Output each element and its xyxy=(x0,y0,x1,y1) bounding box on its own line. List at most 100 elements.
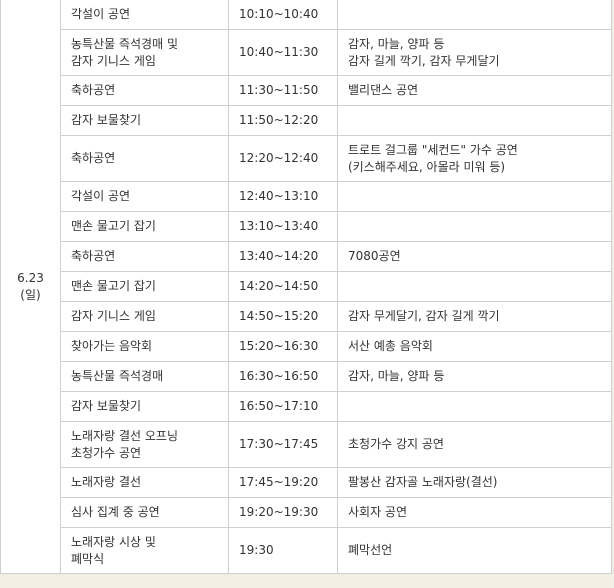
note-cell: 7080공연 xyxy=(337,241,612,272)
cell-line: 각설이 공연 xyxy=(71,189,131,203)
schedule-row: 6.23 (일) 각설이 공연 10:10~10:40 xyxy=(0,0,612,574)
note-cell xyxy=(337,271,612,302)
program-cell: 감자 보물찾기 xyxy=(60,105,229,136)
schedule-row: 축하공연 13:40~14:20 7080공연 xyxy=(1,241,612,272)
schedule-row: 감자 기니스 게임 14:50~15:20 감자 무게달기, 감자 길게 깍기 xyxy=(1,301,612,332)
program-cell: 축하공연 xyxy=(60,75,229,106)
note-cell xyxy=(337,181,612,212)
cell-line: 사회자 공연 xyxy=(348,505,408,519)
cell-line: 16:50~17:10 xyxy=(239,399,319,413)
program-cell: 감자 기니스 게임 xyxy=(60,301,229,332)
program-cell: 축하공연 xyxy=(60,241,229,272)
cell-line: 노래자랑 시상 및 xyxy=(71,534,156,549)
cell-line: 10:10~10:40 xyxy=(239,7,319,21)
program-cell: 농특산물 즉석경매 xyxy=(60,361,229,392)
cell-line: 12:40~13:10 xyxy=(239,189,319,203)
schedule-row: 축하공연 12:20~12:40 트로트 걸그룹 "세컨드" 가수 공연 (키스해주세… xyxy=(1,135,612,182)
cell-line: (일) xyxy=(20,287,41,302)
time-cell: 12:40~13:10 xyxy=(228,181,338,212)
cell-line: 심사 집계 중 공연 xyxy=(71,505,160,519)
program-cell: 노래자랑 결선 오프닝 초청가수 공연 xyxy=(60,421,229,468)
schedule-row: 맨손 물고기 잡기 14:20~14:50 xyxy=(1,271,612,302)
cell-line: 14:50~15:20 xyxy=(239,309,319,323)
time-cell: 14:50~15:20 xyxy=(228,301,338,332)
cell-line: 감자 무게달기, 감자 길게 깍기 xyxy=(348,309,500,323)
cell-line: 감자, 마늘, 양파 등 xyxy=(348,369,445,383)
cell-line: 서산 예총 음악회 xyxy=(348,339,433,353)
time-cell: 17:45~19:20 xyxy=(228,467,338,498)
note-cell: 감자, 마늘, 양파 등 xyxy=(337,361,612,392)
cell-line: 16:30~16:50 xyxy=(239,369,319,383)
program-cell: 각설이 공연 xyxy=(60,0,229,30)
schedule-row: 감자 보물찾기 16:50~17:10 xyxy=(1,391,612,422)
cell-line: 14:20~14:50 xyxy=(239,279,319,293)
time-cell: 15:20~16:30 xyxy=(228,331,338,362)
time-cell: 16:50~17:10 xyxy=(228,391,338,422)
schedule-row: 각설이 공연 12:40~13:10 xyxy=(1,181,612,212)
time-cell: 12:20~12:40 xyxy=(228,135,338,182)
note-cell: 감자, 마늘, 양파 등 감자 길게 깍기, 감자 무게달기 xyxy=(337,29,612,76)
cell-line: 각설이 공연 xyxy=(71,7,131,21)
schedule-row: 노래자랑 결선 오프닝 초청가수 공연 17:30~17:45 초청가수 강지 공연 xyxy=(1,421,612,468)
time-cell: 13:10~13:40 xyxy=(228,211,338,242)
cell-line: 노래자랑 결선 xyxy=(71,475,142,489)
date-cell: 6.23 (일) xyxy=(0,0,61,574)
cell-line: 축하공연 xyxy=(71,83,116,97)
cell-line: 맨손 물고기 잡기 xyxy=(71,279,156,293)
schedule-row: 심사 집계 중 공연 19:20~19:30 사회자 공연 xyxy=(1,497,612,528)
note-cell: 팔봉산 감자골 노래자랑(결선) xyxy=(337,467,612,498)
note-cell: 폐막선언 xyxy=(337,527,612,574)
note-cell xyxy=(337,0,612,30)
schedule-row: 축하공연 11:30~11:50 밸리댄스 공연 xyxy=(1,75,612,106)
note-cell: 사회자 공연 xyxy=(337,497,612,528)
note-cell: 밸리댄스 공연 xyxy=(337,75,612,106)
cell-line: 농특산물 즉석경매 xyxy=(71,369,164,383)
note-cell xyxy=(337,391,612,422)
cell-line: 13:40~14:20 xyxy=(239,249,319,263)
time-cell: 17:30~17:45 xyxy=(228,421,338,468)
program-cell: 축하공연 xyxy=(60,135,229,182)
note-cell xyxy=(337,211,612,242)
cell-line: 13:10~13:40 xyxy=(239,219,319,233)
cell-line: 12:20~12:40 xyxy=(239,151,319,165)
cell-line: 초청가수 공연 xyxy=(71,445,142,460)
time-cell: 19:20~19:30 xyxy=(228,497,338,528)
program-cell: 감자 보물찾기 xyxy=(60,391,229,422)
time-cell: 10:40~11:30 xyxy=(228,29,338,76)
schedule-row: 찾아가는 음악회 15:20~16:30 서산 예총 음악회 xyxy=(1,331,612,362)
schedule-row: 농특산물 즉석경매 및 감자 기니스 게임 10:40~11:30 감자, 마늘, 양… xyxy=(1,29,612,76)
cell-line: 감자 기니스 게임 xyxy=(71,53,156,68)
note-cell: 초청가수 강지 공연 xyxy=(337,421,612,468)
time-cell: 16:30~16:50 xyxy=(228,361,338,392)
cell-line: 초청가수 강지 공연 xyxy=(348,437,444,451)
cell-line: 폐막식 xyxy=(71,551,105,566)
cell-line: 감자, 마늘, 양파 등 xyxy=(348,36,445,51)
cell-line: 축하공연 xyxy=(71,151,116,165)
cell-line: 농특산물 즉석경매 및 xyxy=(71,36,178,51)
schedule-row: 맨손 물고기 잡기 13:10~13:40 xyxy=(1,211,612,242)
schedule-row: 감자 보물찾기 11:50~12:20 xyxy=(1,105,612,136)
cell-line: 맨손 물고기 잡기 xyxy=(71,219,156,233)
cell-line: 축하공연 xyxy=(71,249,116,263)
cell-line: 19:20~19:30 xyxy=(239,505,319,519)
schedule-row: 노래자랑 결선 17:45~19:20 팔봉산 감자골 노래자랑(결선) xyxy=(1,467,612,498)
note-cell xyxy=(337,105,612,136)
cell-line: 폐막선언 xyxy=(348,543,393,557)
cell-line: 밸리댄스 공연 xyxy=(348,83,419,97)
cell-line: 감자 기니스 게임 xyxy=(71,309,156,323)
cell-line: (키스해주세요, 아몰라 미워 등) xyxy=(348,159,506,174)
cell-line: 11:30~11:50 xyxy=(239,83,319,97)
cell-line: 찾아가는 음악회 xyxy=(71,339,153,353)
schedule-row: 농특산물 즉석경매 16:30~16:50 감자, 마늘, 양파 등 xyxy=(1,361,612,392)
cell-line: 11:50~12:20 xyxy=(239,113,319,127)
cell-line: 팔봉산 감자골 노래자랑(결선) xyxy=(348,475,498,489)
note-cell: 서산 예총 음악회 xyxy=(337,331,612,362)
program-cell: 노래자랑 결선 xyxy=(60,467,229,498)
program-cell: 각설이 공연 xyxy=(60,181,229,212)
time-cell: 11:30~11:50 xyxy=(228,75,338,106)
